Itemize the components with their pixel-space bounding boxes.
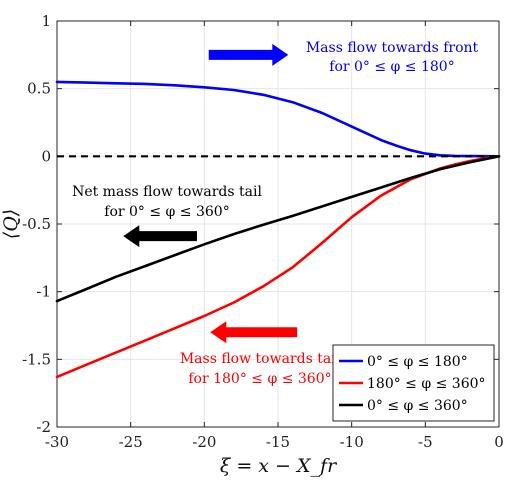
x-tick-labels: -30 -25 -20 -15 -10 -5 0 xyxy=(45,433,504,451)
legend-label: 0° ≤ φ ≤ 180° xyxy=(367,354,468,370)
legend-entry: 0° ≤ φ ≤ 180° xyxy=(339,354,468,370)
annotation-1: Mass flow towards front for 0° ≤ φ ≤ 180° xyxy=(208,40,479,75)
y-tick-label: 1 xyxy=(41,12,51,30)
x-tick-label: 0 xyxy=(494,433,504,451)
annotation-2: Net mass flow towards tail for 0° ≤ φ ≤ 3… xyxy=(72,184,262,248)
legend-label: 180° ≤ φ ≤ 360° xyxy=(367,376,486,392)
y-tick-label: -1 xyxy=(36,283,51,301)
legend-label: 0° ≤ φ ≤ 360° xyxy=(367,398,468,414)
grid-lines xyxy=(56,20,500,428)
x-tick-label: -5 xyxy=(418,433,433,451)
annotations: Mass flow towards front for 0° ≤ φ ≤ 180°… xyxy=(72,40,478,387)
x-tick-label: -20 xyxy=(192,433,216,451)
legend-entry: 180° ≤ φ ≤ 360° xyxy=(339,376,486,392)
legend-entry: 0° ≤ φ ≤ 360° xyxy=(339,398,468,414)
annotation-arrow xyxy=(123,225,197,248)
series-layer xyxy=(55,80,501,379)
y-tick-labels: -2 -1.5 -1 -0.5 0 0.5 1 xyxy=(22,12,51,436)
y-tick-label: -0.5 xyxy=(22,215,51,233)
annotation-arrow xyxy=(208,43,289,66)
y-tick-label: -1.5 xyxy=(22,350,51,368)
annotation-text-line2: for 0° ≤ φ ≤ 180° xyxy=(329,59,454,75)
x-axis-title: ξ = x − X_fr xyxy=(220,455,338,477)
x-tick-label: -15 xyxy=(266,433,290,451)
annotation-arrow xyxy=(210,321,298,344)
annotation-text-line1: Mass flow towards front xyxy=(306,40,479,56)
annotation-text-line1: Net mass flow towards tail xyxy=(72,184,262,200)
annotation-text-line2: for 0° ≤ φ ≤ 360° xyxy=(104,204,229,220)
annotation-text-line2: for 180° ≤ φ ≤ 360° xyxy=(188,371,331,387)
y-tick-label: -2 xyxy=(36,418,51,436)
y-tick-label: 0 xyxy=(41,147,51,165)
annotation-3: Mass flow towards tail for 180° ≤ φ ≤ 360… xyxy=(180,321,341,387)
x-tick-label: -25 xyxy=(119,433,143,451)
legend: 0° ≤ φ ≤ 180° 180° ≤ φ ≤ 360° 0° ≤ φ ≤ 360… xyxy=(332,344,495,422)
series-line-1 xyxy=(55,80,501,158)
y-axis-title: ⟨Q⟩ xyxy=(0,209,22,239)
x-tick-label: -10 xyxy=(340,433,364,451)
annotation-text-line1: Mass flow towards tail xyxy=(180,351,341,367)
y-tick-label: 0.5 xyxy=(27,80,51,98)
x-tick-label: -30 xyxy=(45,433,69,451)
series-line-3 xyxy=(55,155,501,303)
